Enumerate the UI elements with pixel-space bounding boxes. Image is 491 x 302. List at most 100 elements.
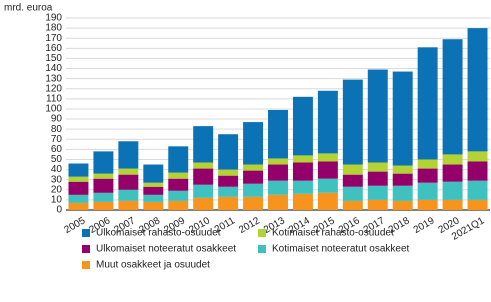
bar-segment — [68, 163, 89, 177]
bar-segment — [442, 39, 463, 155]
legend-label: Ulkomaiset noteeratut osakkeet — [96, 244, 236, 255]
bar-segment — [392, 173, 413, 186]
bar-segment — [417, 47, 438, 160]
bar-segment — [68, 202, 89, 210]
bar-segment — [268, 194, 288, 210]
bar-segment — [342, 174, 363, 187]
bar-segment — [442, 164, 463, 182]
bar-segment — [168, 200, 189, 210]
x-tick-label: 2019 — [412, 215, 437, 236]
bar-segment — [143, 186, 164, 195]
bar-segment — [342, 186, 363, 201]
bar-segment — [193, 197, 214, 210]
bar-segment — [417, 168, 438, 183]
y-tick-label: 90 — [51, 114, 63, 125]
bar-segment — [143, 201, 164, 210]
bar-segment — [392, 185, 413, 201]
legend-label: Kotimaiset noteeratut osakkeet — [272, 244, 410, 255]
bar-segment — [392, 200, 413, 210]
bar-segment — [442, 199, 463, 210]
bar-segment — [268, 158, 288, 165]
bar-segment — [367, 199, 388, 210]
bar-segment — [243, 196, 264, 210]
bar-segment — [118, 168, 139, 175]
legend-swatch — [82, 261, 90, 269]
bar-segment — [168, 146, 189, 173]
y-tick-label: 150 — [45, 53, 62, 64]
y-axis-label: mrd. euroa — [4, 3, 53, 14]
bar-segment — [118, 174, 139, 190]
y-tick-label: 40 — [51, 164, 63, 175]
legend-swatch — [258, 245, 266, 253]
legend-swatch — [82, 245, 90, 253]
bar-segment — [168, 172, 189, 179]
bar-segment — [442, 154, 463, 165]
legend-label: Muut osakkeet ja osuudet — [96, 260, 210, 271]
bar-segment — [417, 159, 438, 169]
legend-swatch — [258, 229, 266, 237]
bar-segment — [68, 194, 89, 203]
bar-segment — [317, 161, 338, 179]
bar-segment — [143, 182, 164, 187]
bar-segment — [93, 173, 114, 179]
legend-swatch — [82, 229, 90, 237]
bar-segment — [292, 162, 313, 181]
bar-segment — [93, 178, 114, 193]
bar-segment — [292, 96, 313, 156]
bar-segment — [218, 175, 239, 187]
bar-segment — [317, 192, 338, 210]
bar-segment — [218, 186, 239, 197]
y-tick-label: 60 — [51, 144, 63, 155]
bar-segment — [193, 126, 214, 163]
bar-segment — [317, 178, 338, 193]
y-tick-label: 160 — [45, 43, 62, 54]
bar-segment — [143, 194, 164, 202]
bar-segment — [342, 164, 363, 175]
bar-segment — [93, 151, 114, 174]
bar-segment — [93, 192, 114, 202]
bar-segment — [392, 71, 413, 166]
y-tick-label: 180 — [45, 23, 62, 34]
bar-segment — [268, 109, 288, 159]
bar-segment — [118, 200, 139, 210]
bar-segment — [467, 28, 488, 152]
bar-segment — [243, 164, 264, 171]
legend-label: Kotimaiset rahasto-osuudet — [272, 228, 394, 239]
bar-segment — [292, 155, 313, 163]
bar-segment — [317, 153, 338, 162]
bar-segment — [218, 134, 239, 170]
bar-segment — [417, 182, 438, 200]
y-tick-label: 80 — [51, 124, 63, 135]
bar-segment — [193, 184, 214, 198]
y-tick-label: 190 — [45, 13, 62, 24]
bar-segment — [243, 122, 264, 165]
bar-segment — [68, 181, 89, 195]
bar-segment — [317, 90, 338, 154]
bar-segment — [193, 168, 214, 185]
bar-segment — [467, 180, 488, 200]
bar-segment — [168, 178, 189, 191]
bar-segment — [292, 180, 313, 194]
y-tick-label: 130 — [45, 73, 62, 84]
y-tick-label: 20 — [51, 184, 63, 195]
bar-segment — [417, 199, 438, 210]
bar-segment — [193, 162, 214, 169]
bar-segment — [143, 164, 164, 183]
bar-segment — [467, 161, 488, 181]
bar-segment — [467, 199, 488, 210]
bar-segment — [243, 170, 264, 184]
y-tick-label: 30 — [51, 174, 63, 185]
bar-segment — [118, 141, 139, 169]
bar-segment — [93, 201, 114, 210]
bar-segment — [342, 79, 363, 165]
legend-label: Ulkomaiset rahasto-osuudet — [96, 228, 221, 239]
y-tick-label: 10 — [51, 195, 63, 206]
bar-segment — [467, 151, 488, 162]
y-tick-label: 120 — [45, 83, 62, 94]
bar-segment — [68, 176, 89, 182]
bar-segment — [442, 181, 463, 200]
y-tick-label: 110 — [46, 93, 62, 104]
y-tick-label: 140 — [45, 63, 62, 74]
bar-segment — [268, 180, 288, 195]
